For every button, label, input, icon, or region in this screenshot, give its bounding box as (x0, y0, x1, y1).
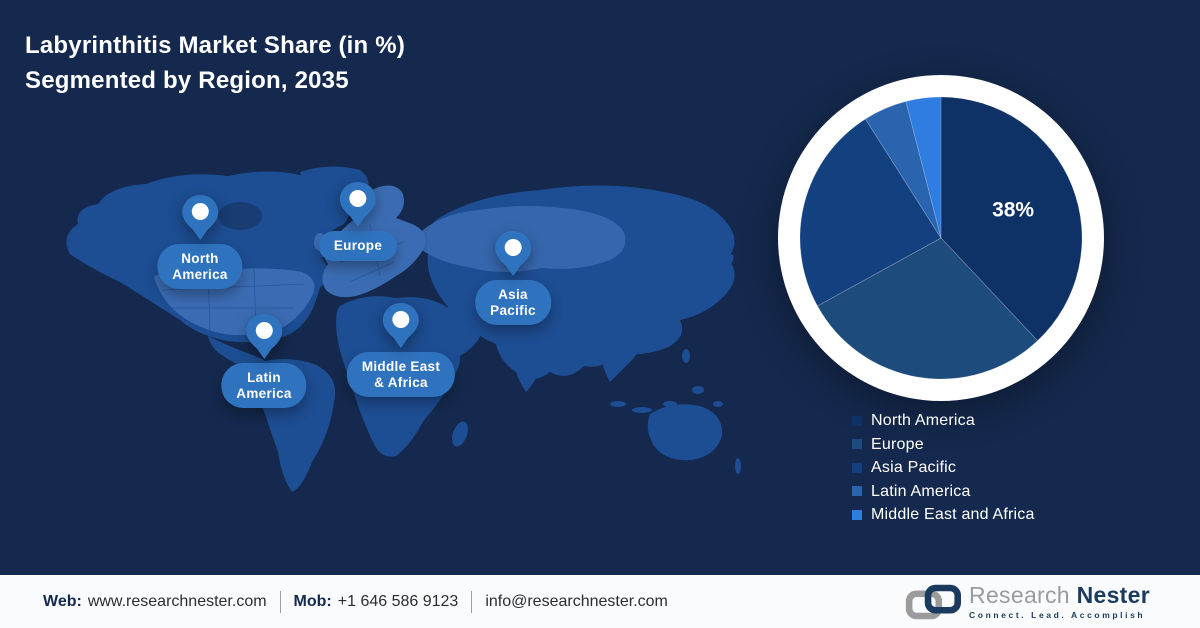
map-label-line: America (172, 266, 228, 282)
legend-swatch (852, 462, 862, 473)
contact-info: Web: www.researchnester.com Mob: +1 646 … (43, 590, 668, 613)
research-nester-logo: Research Nester Connect. Lead. Accomplis… (905, 575, 1150, 628)
world-map (58, 158, 743, 496)
legend-swatch (852, 415, 862, 426)
legend-item-asia-pacific: Asia Pacific (852, 459, 1035, 477)
map-label-middle-east-africa: Middle East & Africa (346, 352, 456, 398)
pie-slices (799, 96, 1083, 380)
map-pin-north-america: North America (157, 194, 243, 290)
logo-text: Research Nester Connect. Lead. Accomplis… (969, 581, 1150, 620)
pie-slice-latin-america (864, 100, 942, 239)
world-map-svg (66, 166, 741, 492)
phone-number: +1 646 586 9123 (337, 592, 459, 610)
islands-indonesia (610, 349, 723, 413)
website-url: www.researchnester.com (87, 592, 267, 610)
pie-slice-asia-pacific (799, 118, 942, 307)
web-label: Web: (43, 592, 82, 610)
region-madagascar (452, 421, 468, 447)
pie-chart: 38% (778, 75, 1104, 401)
legend-swatch (852, 439, 862, 450)
us-state-borders (161, 267, 305, 337)
pin-icon (494, 231, 531, 276)
map-pin-asia-pacific: Asia Pacific (475, 230, 551, 326)
mob-label: Mob: (293, 592, 332, 610)
divider (279, 590, 281, 613)
map-label-line: Pacific (490, 302, 536, 318)
legend-label: Middle East and Africa (871, 506, 1035, 523)
map-pin-middle-east-africa: Middle East & Africa (346, 302, 456, 398)
legend-item-europe: Europe (852, 436, 1035, 454)
legend-label: Europe (871, 435, 924, 453)
chart-legend: North America Europe Asia Pacific Latin … (852, 412, 1035, 524)
divider (471, 590, 473, 613)
legend-label: Latin America (871, 482, 971, 500)
islands-japan (716, 254, 734, 285)
map-label-latin-america: Latin America (221, 363, 307, 409)
legend-item-middle-east-africa: Middle East and Africa (852, 506, 1035, 524)
footer-bar: Web: www.researchnester.com Mob: +1 646 … (0, 575, 1200, 628)
email-address: info@researchnester.com (485, 592, 668, 610)
map-label-line: North (181, 251, 219, 266)
map-label-europe: Europe (318, 231, 398, 261)
logo-name-nester: Nester (1076, 581, 1150, 608)
legend-item-latin-america: Latin America (852, 483, 1035, 501)
map-label-line: Middle East (361, 359, 441, 374)
pin-icon (245, 314, 282, 359)
region-southeast-asia (600, 327, 640, 382)
map-label-line: & Africa (374, 374, 428, 390)
legend-label: North America (871, 412, 975, 429)
page-title-line2: Segmented by Region, 2035 (25, 67, 349, 94)
pie-slice-middle-east-and-africa (905, 96, 942, 239)
map-label-north-america: North America (157, 244, 243, 290)
map-label-line: Europe (333, 238, 383, 253)
pin-icon (382, 303, 419, 348)
logo-name: Research Nester (969, 581, 1150, 608)
legend-label: Asia Pacific (871, 459, 957, 476)
legend-item-north-america: North America (852, 412, 1035, 430)
map-pin-latin-america: Latin America (221, 313, 307, 409)
page-title-line1: Labyrinthitis Market Share (in %) (25, 32, 406, 59)
pie-slice-north-america (940, 96, 1083, 342)
region-new-zealand (735, 458, 741, 474)
region-india (508, 315, 552, 392)
map-label-line: America (236, 385, 292, 401)
pie-slice-europe (816, 237, 1039, 380)
pin-icon (340, 182, 376, 227)
region-arabia (438, 305, 483, 358)
map-label-line: Latin (247, 370, 281, 385)
page-title: Labyrinthitis Market Share (in %) Segmen… (25, 28, 405, 98)
legend-swatch (852, 486, 862, 497)
pie-slice-value-label: 38% (992, 199, 1034, 222)
map-pin-europe: Europe (318, 181, 398, 261)
logo-mark-icon (905, 584, 962, 619)
continent-australia (647, 404, 723, 461)
pin-icon (181, 195, 218, 240)
map-label-asia-pacific: Asia Pacific (475, 280, 551, 326)
logo-tagline: Connect. Lead. Accomplish (969, 609, 1146, 620)
pie-labels: 38% (992, 199, 1034, 222)
hudson-bay (218, 202, 262, 230)
map-label-line: Asia (498, 287, 528, 302)
legend-swatch (852, 509, 862, 520)
logo-name-research: Research (969, 581, 1070, 608)
